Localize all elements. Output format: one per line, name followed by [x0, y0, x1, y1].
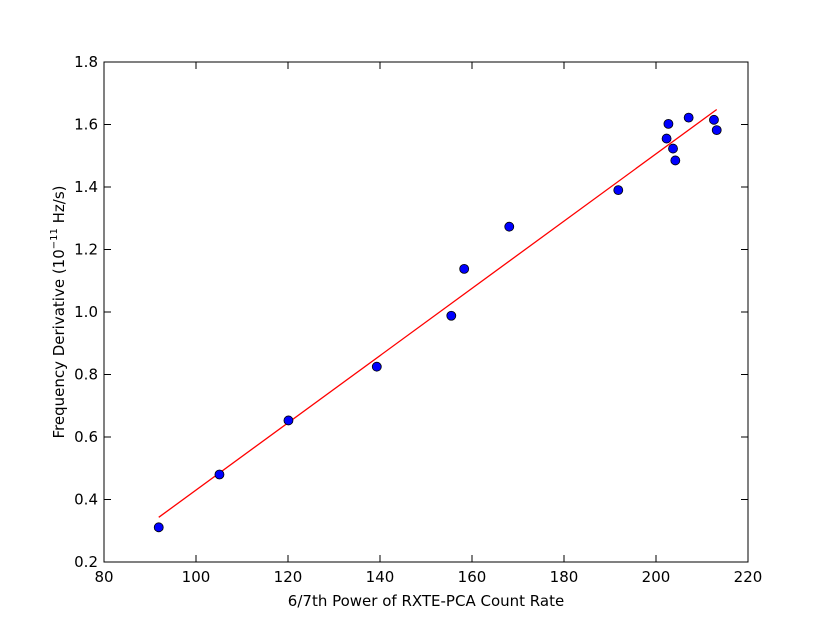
x-tick-label: 160 — [458, 568, 487, 586]
data-point — [283, 415, 294, 426]
x-tick-label: 200 — [642, 568, 671, 586]
y-tick-label: 1.4 — [74, 178, 98, 196]
x-tick-label: 220 — [734, 568, 763, 586]
y-tick-label: 0.4 — [74, 491, 98, 509]
series-layer — [153, 108, 722, 533]
y-tick-label: 1.6 — [74, 116, 98, 134]
y-tick-label: 1.0 — [74, 303, 98, 321]
data-point — [613, 185, 624, 196]
x-tick-label: 80 — [94, 568, 113, 586]
data-point — [446, 310, 457, 321]
y-axis-label-suffix: Hz/s) — [50, 185, 68, 228]
y-axis-label-base: 10 — [50, 249, 68, 268]
x-tick-label: 180 — [550, 568, 579, 586]
y-axis-label-prefix: Frequency Derivative ( — [50, 268, 68, 438]
data-point — [709, 114, 719, 125]
data-point — [214, 469, 225, 480]
x-tick-label: 100 — [182, 568, 211, 586]
data-point — [459, 263, 470, 274]
y-tick-label: 0.2 — [74, 553, 98, 571]
fit-line — [158, 108, 718, 518]
x-tick-label: 120 — [274, 568, 303, 586]
x-axis-label: 6/7th Power of RXTE-PCA Count Rate — [288, 592, 564, 610]
data-point — [683, 112, 694, 123]
axis-tick-labels: 80 100 120 140 160 180 200 220 0.2 0.4 0.6 0.8 1.0 1.… — [74, 53, 762, 586]
x-tick-label: 140 — [366, 568, 395, 586]
y-tick-label: 0.8 — [74, 366, 98, 384]
y-tick-label: 1.8 — [74, 53, 98, 71]
data-point — [668, 143, 678, 154]
y-axis-label: Frequency Derivative (10−11 Hz/s) — [49, 185, 68, 438]
data-point — [153, 522, 164, 533]
data-point — [371, 361, 382, 372]
data-point — [504, 221, 515, 232]
data-point — [670, 155, 681, 166]
y-axis-label-exponent: −11 — [49, 228, 60, 249]
plot-frame — [103, 61, 749, 563]
y-tick-label: 1.2 — [74, 241, 98, 259]
data-point — [663, 118, 674, 129]
data-point — [661, 133, 672, 144]
data-point — [711, 125, 722, 136]
y-tick-label: 0.6 — [74, 428, 98, 446]
